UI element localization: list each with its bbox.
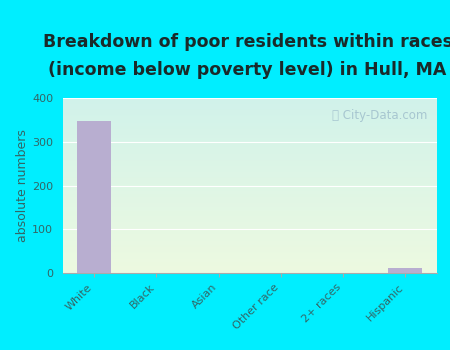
Text: Breakdown of poor residents within races: Breakdown of poor residents within races (42, 33, 450, 51)
Text: (income below poverty level) in Hull, MA: (income below poverty level) in Hull, MA (48, 61, 447, 79)
Bar (388, 268, 423, 273)
Y-axis label: absolute numbers: absolute numbers (16, 129, 29, 242)
Text: ⦾ City-Data.com: ⦾ City-Data.com (332, 109, 428, 122)
Bar (77, 121, 111, 273)
